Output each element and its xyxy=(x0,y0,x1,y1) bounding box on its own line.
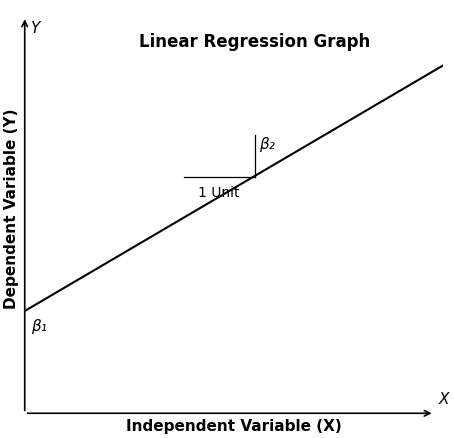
Text: Y: Y xyxy=(30,21,39,35)
Text: X: X xyxy=(439,392,449,407)
Text: β₁: β₁ xyxy=(31,319,47,334)
Y-axis label: Dependent Variable (Y): Dependent Variable (Y) xyxy=(4,109,19,309)
X-axis label: Independent Variable (X): Independent Variable (X) xyxy=(126,419,342,434)
Text: β₂: β₂ xyxy=(259,137,275,152)
Text: Linear Regression Graph: Linear Regression Graph xyxy=(139,33,370,51)
Text: 1 Unit: 1 Unit xyxy=(198,186,240,200)
